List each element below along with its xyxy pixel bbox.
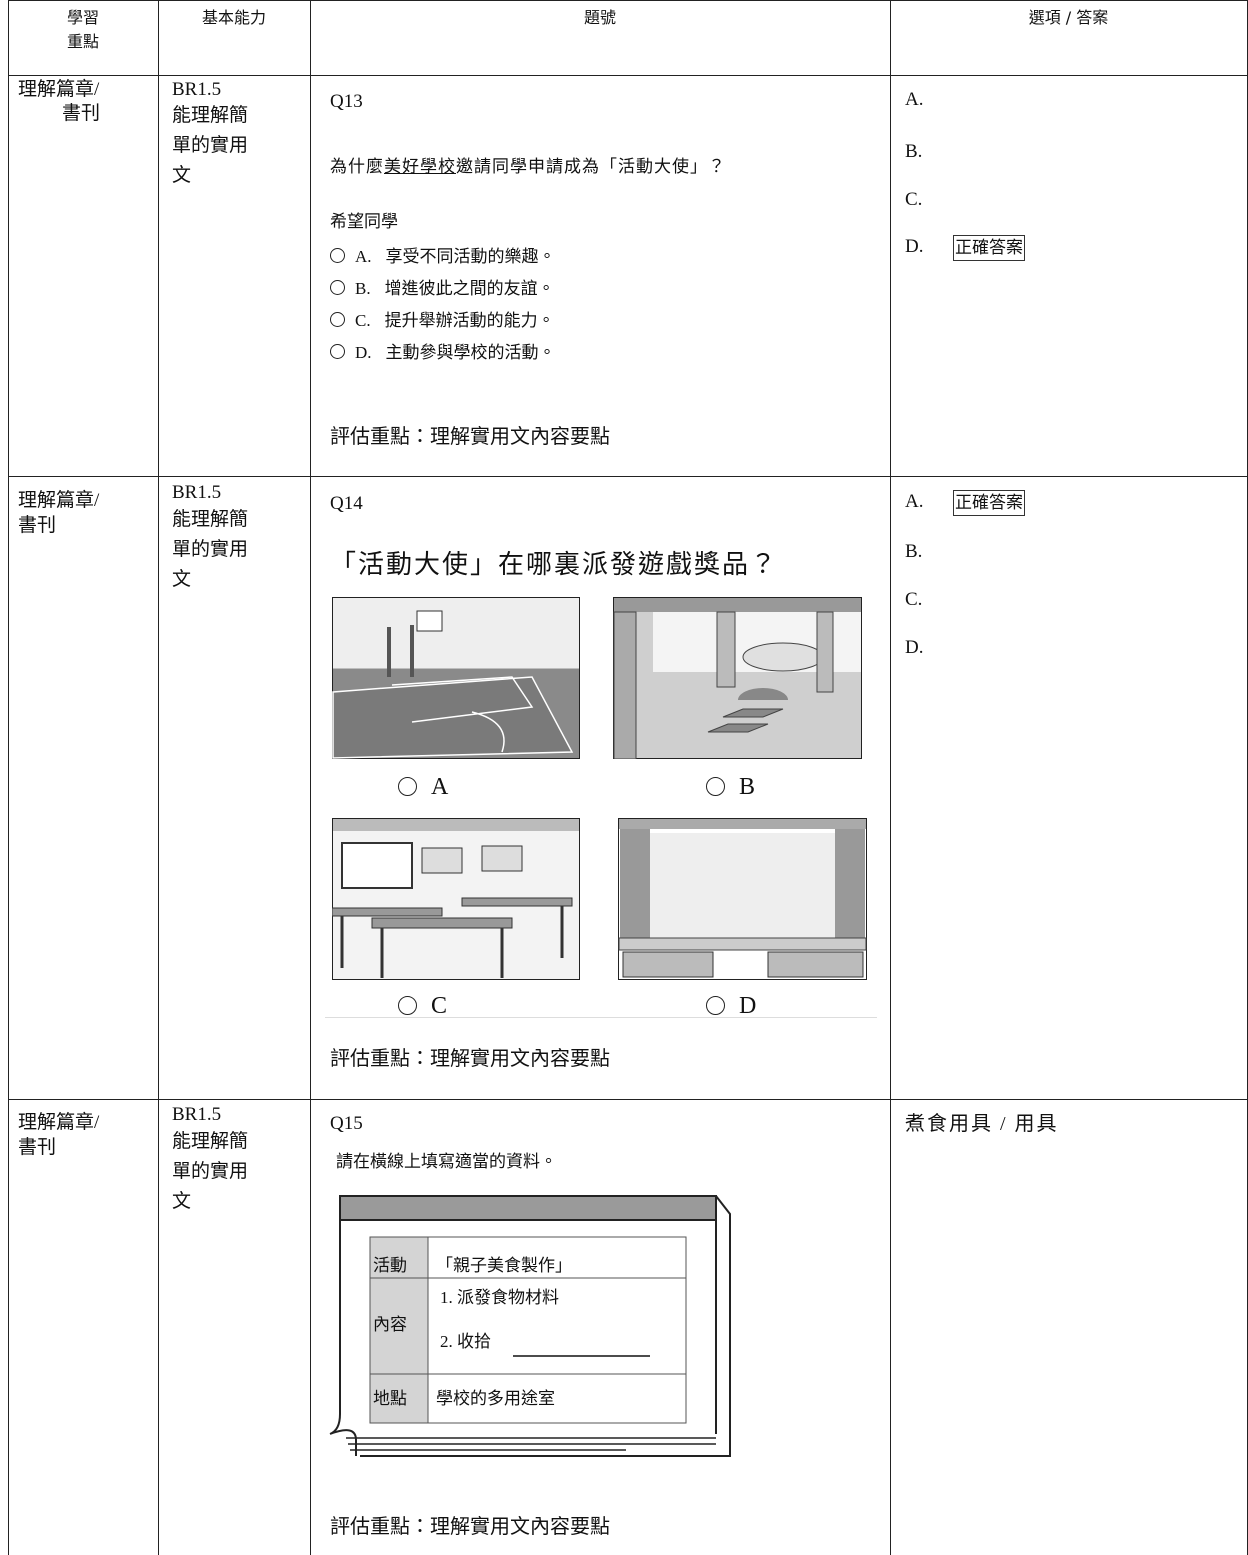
radio: [398, 996, 417, 1015]
header: 學習: [66, 8, 99, 27]
ability-code: BR1.5: [172, 79, 222, 100]
letter: B.: [355, 279, 371, 298]
radio: [706, 996, 725, 1015]
notice-content: 學校的多用途室: [436, 1389, 555, 1408]
letter: D: [739, 993, 757, 1019]
text: 增進彼此之間的友誼。: [384, 279, 555, 298]
border: [310, 0, 311, 1555]
letter: B: [739, 774, 756, 800]
text: 邀請同學申請成為「活動大使」？: [456, 157, 726, 176]
stem: 希望同學: [330, 212, 398, 231]
text: 主動參與學校的活動。: [385, 343, 556, 362]
ability: 能理解簡: [172, 509, 249, 530]
ability-code: BR1.5: [172, 1104, 222, 1125]
question-id: Q13: [330, 91, 363, 112]
option: C. 提升舉辦活動的能力。: [330, 309, 555, 333]
correct-label: 正確答案: [953, 235, 1025, 261]
focus: 理解篇章/: [18, 490, 100, 511]
ability: 能理解簡: [172, 105, 249, 126]
letter: D.: [355, 343, 372, 362]
border: [8, 75, 1248, 76]
answer: D.: [905, 637, 924, 658]
school-name: 美好學校: [384, 157, 456, 176]
question: 「活動大使」在哪裏派發遊戲獎品？: [330, 550, 779, 579]
instruction: 請在橫線上填寫適當的資料。: [336, 1152, 557, 1171]
option: A. 享受不同活動的樂趣。: [330, 245, 556, 269]
assessment-focus: 評估重點：理解實用文內容要點: [330, 1048, 610, 1070]
focus: 書刊: [18, 1137, 57, 1158]
text: 享受不同活動的樂趣。: [385, 247, 556, 266]
focus: 書刊: [62, 103, 101, 124]
question-id: Q14: [330, 493, 363, 514]
answer: B.: [905, 141, 923, 162]
notice-board: [329, 1195, 731, 1457]
assessment-focus: 評估重點：理解實用文內容要點: [330, 1516, 610, 1538]
border: [8, 1099, 1248, 1100]
focus: 書刊: [18, 515, 57, 536]
picture-label: A: [398, 773, 448, 801]
answer: B.: [905, 541, 923, 562]
radio: [330, 344, 345, 359]
notice-label: 地點: [373, 1389, 407, 1408]
question-id: Q15: [330, 1113, 363, 1134]
ability: 單的實用: [172, 1161, 249, 1182]
radio: [330, 312, 345, 327]
header: 基本能力: [201, 8, 266, 27]
border: [890, 0, 891, 1555]
border: [158, 0, 159, 1555]
question: 為什麼美好學校邀請同學申請成為「活動大使」？: [330, 155, 726, 179]
header: 選項 / 答案: [1028, 8, 1109, 27]
assessment-focus: 評估重點：理解實用文內容要點: [330, 426, 610, 448]
ability: 文: [172, 1191, 192, 1212]
picture-stage: [618, 818, 867, 980]
border: [8, 0, 9, 1555]
ability-code: BR1.5: [172, 482, 222, 503]
text: 提升舉辦活動的能力。: [384, 311, 555, 330]
focus: 理解篇章/: [18, 79, 100, 100]
answer: C.: [905, 189, 923, 210]
ability: 文: [172, 165, 192, 186]
option: D. 主動參與學校的活動。: [330, 341, 556, 365]
border: [8, 0, 1248, 1]
header: 題號: [583, 8, 616, 27]
ability: 文: [172, 569, 192, 590]
radio: [398, 777, 417, 796]
picture-label: D: [706, 992, 756, 1020]
notice-content: 1. 派發食物材料: [440, 1288, 559, 1307]
focus: 理解篇章/: [18, 1112, 100, 1133]
picture-playground: [613, 597, 862, 759]
ability: 單的實用: [172, 539, 249, 560]
notice-content: 2. 收拾: [440, 1332, 491, 1351]
picture-label: B: [706, 773, 755, 801]
divider: [325, 1017, 877, 1018]
ability: 單的實用: [172, 135, 249, 156]
answer: 煮食用具 / 用具: [905, 1113, 1059, 1135]
notice-label: 活動: [373, 1256, 407, 1275]
letter: A: [431, 774, 449, 800]
header: 重點: [66, 32, 99, 51]
letter: C: [431, 993, 448, 1019]
picture-court: [332, 597, 580, 759]
radio: [330, 248, 345, 263]
answer: D.: [905, 236, 924, 257]
answer: C.: [905, 589, 923, 610]
letter: A.: [355, 247, 372, 266]
radio: [330, 280, 345, 295]
option: B. 增進彼此之間的友誼。: [330, 277, 555, 301]
correct-label: 正確答案: [953, 490, 1025, 516]
letter: C.: [355, 311, 371, 330]
text: 為什麼: [330, 157, 384, 176]
picture-label: C: [398, 992, 447, 1020]
answer: A.: [905, 89, 924, 110]
border: [8, 476, 1248, 477]
notice-content: 「親子美食製作」: [436, 1256, 572, 1275]
ability: 能理解簡: [172, 1131, 249, 1152]
radio: [706, 777, 725, 796]
notice-label: 內容: [373, 1315, 407, 1334]
picture-classroom: [332, 818, 580, 980]
answer: A.: [905, 491, 924, 512]
